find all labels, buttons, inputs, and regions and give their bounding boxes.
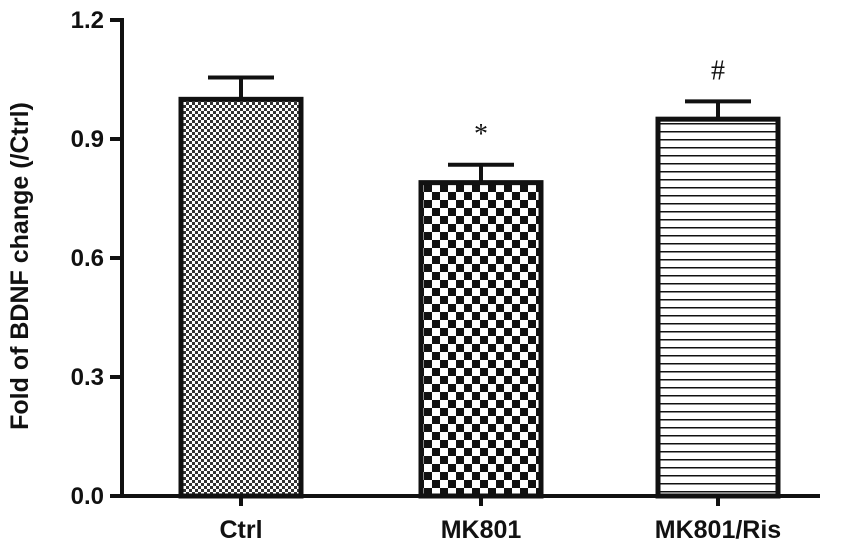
y-tick-label: 0.9 bbox=[71, 126, 104, 153]
significance-marker: # bbox=[711, 55, 725, 86]
bar-mk801-ris bbox=[655, 116, 781, 499]
y-tick-label: 0.0 bbox=[71, 483, 104, 510]
y-axis-title: Fold of BDNF change (/Ctrl) bbox=[6, 102, 34, 430]
y-tick-label: 1.2 bbox=[71, 7, 104, 34]
x-axis: Ctrl MK801 MK801/Ris bbox=[120, 494, 820, 544]
bar-mk801 bbox=[418, 180, 544, 499]
x-tick-label: Ctrl bbox=[219, 516, 262, 544]
x-tick-label: MK801 bbox=[441, 516, 522, 544]
bar-ctrl bbox=[178, 96, 304, 499]
y-tick-label: 0.6 bbox=[71, 245, 104, 272]
bars: *# bbox=[178, 55, 781, 499]
significance-marker: * bbox=[474, 119, 488, 150]
x-tick-label: MK801/Ris bbox=[655, 516, 781, 544]
y-axis: 0.0 0.3 0.6 0.9 1.2 bbox=[71, 7, 124, 510]
y-tick-label: 0.3 bbox=[71, 364, 104, 391]
